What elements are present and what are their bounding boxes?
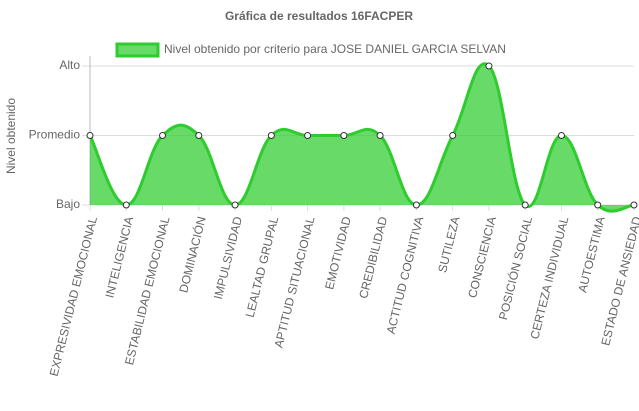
y-tick-label: Bajo	[56, 197, 80, 211]
point	[412, 201, 420, 209]
point	[267, 132, 275, 139]
point	[594, 201, 602, 209]
point	[340, 132, 348, 139]
x-tick-label: POSICIÓN SOCIAL	[495, 215, 535, 322]
x-tick-label: DOMINACIÓN	[175, 215, 208, 294]
x-tick-label: EXPRESIVIDAD EMOCIONAL	[47, 215, 100, 378]
x-tick-label: CERTEZA INDIVIDUAL	[527, 215, 571, 341]
y-axis-title: Nivel obtenido	[4, 98, 18, 174]
y-tick-label: Promedio	[29, 128, 81, 142]
point	[122, 201, 130, 209]
chart-title: Gráfica de resultados 16FACPER	[225, 9, 413, 23]
x-tick-label: AUTOESTIMA	[575, 215, 607, 294]
x-tick-label: ESTADO DE ANSIEDAD	[598, 215, 639, 347]
legend-label: Nivel obtenido por criterio para JOSE DA…	[164, 42, 506, 56]
point	[630, 201, 638, 209]
x-tick-label: APTITUD SITUACIONAL	[271, 215, 317, 349]
x-tick-label: CONSCIENCIA	[465, 215, 499, 299]
point	[449, 132, 457, 139]
x-tick-label: ACTITUD COGNITIVA	[384, 215, 427, 335]
x-tick-label: LEALTAD GRUPAL	[243, 215, 282, 319]
x-tick-label: INTELIGENCIA	[103, 215, 137, 299]
point	[376, 132, 384, 139]
point	[195, 132, 203, 139]
point	[86, 132, 94, 139]
point	[485, 62, 493, 70]
x-tick-label: CREDIBILIDAD	[356, 215, 390, 300]
x-tick-label: EMOTIVIDAD	[322, 215, 354, 291]
x-tick-label: IMPULSIVIDAD	[211, 215, 245, 301]
point	[159, 132, 167, 139]
point	[557, 132, 565, 139]
point	[304, 132, 312, 139]
area	[90, 63, 634, 212]
point	[521, 201, 529, 209]
x-tick-label: SUTILEZA	[435, 215, 462, 274]
legend-swatch	[115, 42, 160, 58]
y-tick-label: Alto	[59, 58, 80, 72]
point	[231, 201, 239, 209]
